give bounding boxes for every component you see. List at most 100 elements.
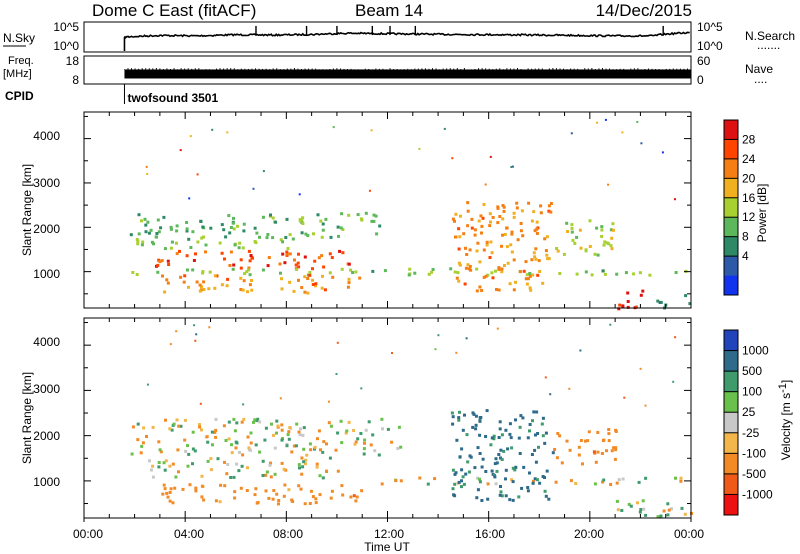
heatmap-cell-4 bbox=[495, 461, 499, 465]
heatmap-cell-6 bbox=[683, 512, 687, 516]
heatmap-scatter-cell bbox=[196, 173, 199, 176]
heatmap-cell-5 bbox=[538, 270, 542, 273]
heatmap-cell-0 bbox=[185, 227, 189, 231]
heatmap-cell-4 bbox=[493, 475, 497, 479]
cpid-program: twofsound 3501 bbox=[127, 91, 218, 105]
heatmap-cell-0 bbox=[269, 213, 272, 217]
heatmap-cell-3 bbox=[569, 479, 573, 483]
heatmap-cell-4 bbox=[471, 411, 475, 415]
heatmap-cell-2 bbox=[204, 250, 207, 254]
velocity-colorbar: 1000 500 100 25 -25 -100 -500 -1000 bbox=[723, 329, 773, 516]
heatmap-scatter-cell bbox=[434, 348, 437, 351]
heatmap-cell-4 bbox=[547, 497, 551, 501]
heatmap-cell-0 bbox=[299, 427, 303, 431]
heatmap-cell-2 bbox=[232, 263, 236, 267]
heatmap-scatter-cell bbox=[607, 183, 610, 186]
heatmap-cell-5 bbox=[470, 226, 474, 230]
heatmap-cell-5 bbox=[501, 217, 505, 221]
heatmap-cell-8 bbox=[684, 294, 688, 298]
heatmap-cell-4 bbox=[518, 452, 522, 455]
heatmap-cell-1 bbox=[225, 472, 229, 476]
heatmap-scatter-cell bbox=[568, 387, 571, 390]
velocity-colorbar-swatch-2 bbox=[724, 371, 738, 392]
heatmap-scatter-cell bbox=[327, 400, 330, 403]
heatmap-cell-0 bbox=[157, 440, 161, 444]
noise-strip-right-label: N.Search bbox=[745, 29, 795, 43]
heatmap-cell-0 bbox=[169, 225, 173, 229]
heatmap-cell-4 bbox=[528, 429, 531, 433]
heatmap-cell-1 bbox=[241, 246, 245, 250]
velocity-colorbar-swatch-8 bbox=[724, 494, 738, 516]
heatmap-cell-2 bbox=[239, 266, 243, 270]
heatmap-cell-2 bbox=[239, 258, 243, 262]
heatmap-cell-0 bbox=[386, 427, 390, 431]
heatmap-cell-0 bbox=[145, 435, 148, 438]
heatmap-cell-0 bbox=[364, 428, 368, 432]
heatmap-cell-4 bbox=[514, 418, 517, 422]
power-colorbar-label-5: 8 bbox=[742, 230, 749, 244]
heatmap-scatter-cell bbox=[145, 165, 148, 168]
heatmap-cell-5 bbox=[545, 253, 549, 257]
heatmap-cell-5 bbox=[515, 201, 519, 205]
heatmap-cell-6 bbox=[644, 513, 648, 517]
heatmap-cell-6 bbox=[600, 234, 604, 238]
heatmap-cell-2 bbox=[162, 483, 166, 487]
heatmap-cell-0 bbox=[324, 217, 328, 221]
heatmap-cell-3 bbox=[558, 272, 562, 275]
heatmap-cell-4 bbox=[292, 289, 296, 293]
heatmap-cell-5 bbox=[594, 460, 598, 464]
heatmap-cell-5 bbox=[500, 244, 503, 248]
heatmap-cell-4 bbox=[213, 274, 217, 278]
heatmap-cell-5 bbox=[462, 232, 466, 236]
heatmap-cell-1 bbox=[300, 456, 304, 460]
heatmap-cell-5 bbox=[537, 259, 541, 263]
heatmap-cell-3 bbox=[394, 479, 398, 483]
heatmap-cell-2 bbox=[161, 492, 165, 496]
heatmap-cell-1 bbox=[200, 474, 204, 478]
heatmap-cell-3 bbox=[674, 271, 678, 274]
heatmap-scatter-cell bbox=[199, 402, 202, 405]
heatmap-scatter-cell bbox=[465, 337, 468, 340]
heatmap-cell-0 bbox=[316, 437, 319, 441]
heatmap-cell-1 bbox=[135, 238, 139, 241]
heatmap-cell-2 bbox=[165, 491, 169, 495]
heatmap-cell-1 bbox=[237, 469, 241, 473]
heatmap-cell-1 bbox=[151, 464, 155, 468]
heatmap-cell-5 bbox=[584, 439, 587, 443]
heatmap-cell-3 bbox=[609, 483, 613, 486]
heatmap-scatter-cell bbox=[640, 142, 643, 145]
power-panel: 4000 3000 2000 1000 Slant Range [km] 282… bbox=[20, 111, 769, 311]
heatmap-cell-3 bbox=[615, 481, 619, 485]
power-colorbar-label-3: 16 bbox=[742, 191, 756, 205]
heatmap-cell-5 bbox=[501, 204, 505, 207]
heatmap-cell-0 bbox=[230, 443, 233, 447]
noise-strip: N.Sky 10^5 10^0 10^5 10^0 N.Search .....… bbox=[3, 20, 795, 53]
power-heatmap bbox=[129, 118, 692, 311]
power-colorbar: 28 24 20 16 12 8 4 bbox=[723, 119, 756, 296]
heatmap-cell-2 bbox=[308, 502, 312, 505]
heatmap-cell-4 bbox=[465, 433, 469, 437]
heatmap-cell-0 bbox=[302, 447, 306, 451]
heatmap-cell-6 bbox=[555, 247, 559, 250]
xtick-1600: 16:00 bbox=[475, 527, 505, 541]
heatmap-cell-0 bbox=[186, 444, 189, 448]
noise-right-tick-top: 10^5 bbox=[697, 20, 723, 34]
heatmap-cell-4 bbox=[460, 479, 463, 483]
heatmap-cell-4 bbox=[460, 468, 464, 472]
heatmap-cell-0 bbox=[280, 423, 284, 427]
heatmap-cell-0 bbox=[232, 417, 236, 421]
heatmap-cell-1 bbox=[157, 461, 161, 464]
heatmap-cell-0 bbox=[308, 442, 312, 446]
heatmap-cell-4 bbox=[511, 480, 515, 484]
heatmap-cell-2 bbox=[355, 495, 359, 499]
heatmap-cell-4 bbox=[533, 448, 537, 452]
heatmap-cell-0 bbox=[321, 450, 325, 454]
heatmap-cell-1 bbox=[170, 240, 174, 244]
heatmap-cell-2 bbox=[254, 487, 258, 491]
heatmap-cell-0 bbox=[287, 430, 291, 434]
heatmap-cell-1 bbox=[282, 467, 286, 471]
heatmap-cell-5 bbox=[457, 279, 461, 283]
heatmap-scatter-cell bbox=[252, 187, 255, 190]
heatmap-cell-3 bbox=[413, 271, 417, 275]
heatmap-cell-4 bbox=[514, 465, 518, 469]
